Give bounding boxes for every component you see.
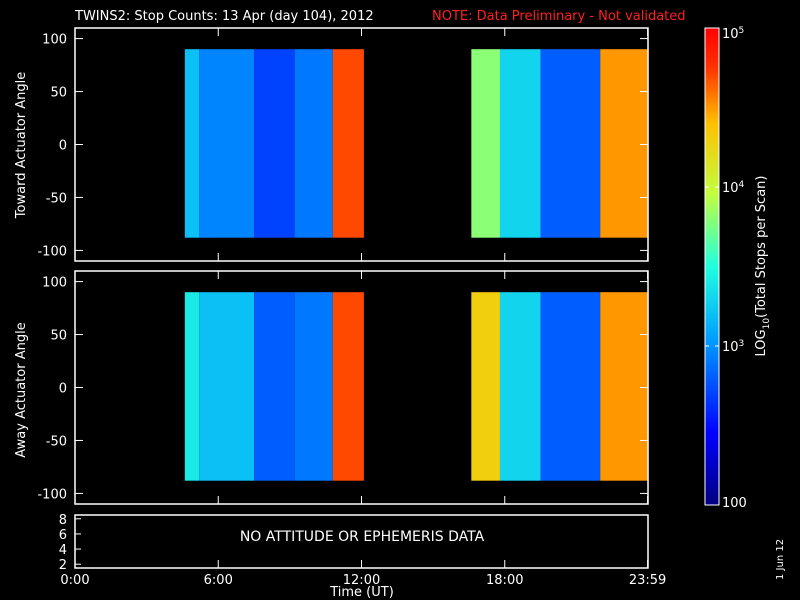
ephemeris-y-tick-label-3: 2 (59, 558, 67, 573)
away-y-tick-label-2: 0 (59, 382, 67, 397)
ephemeris-y-tick-label-1: 6 (59, 528, 67, 543)
colorbar-gradient (705, 28, 719, 505)
away-heatmap-cell-2 (254, 292, 295, 481)
away-x-ticks (74, 271, 649, 504)
ephemeris-y-tick-label-2: 4 (59, 543, 67, 558)
toward-heatmap-cell-0 (184, 49, 200, 238)
x-axis-label: Time (UT) (329, 585, 394, 600)
colorbar-label: LOG10(Total Stops per Scan) (754, 176, 772, 357)
preliminary-note: NOTE: Data Preliminary - Not validated (432, 9, 686, 24)
away-heatmap-cell-3 (294, 292, 333, 481)
toward-heatmap-cell-5 (471, 49, 500, 238)
time-x-ticks: 0:00 6:00 12:00 18:00 23:59 (60, 560, 666, 588)
away-heatmap-cell-0 (184, 292, 200, 481)
toward-y-tick-label-2: 0 (59, 139, 67, 154)
toward-y-tick-label-0: 100 (42, 33, 67, 48)
away-heatmap-cells (184, 292, 648, 481)
toward-heatmap-cell-3 (294, 49, 333, 238)
away-y-tick-label-1: 50 (50, 329, 67, 344)
away-heatmap-cell-1 (199, 292, 255, 481)
away-heatmap-cell-4 (332, 292, 364, 481)
toward-y-ticks: 100 50 0 -50 -100 (37, 33, 648, 259)
colorbar: 100 103 104 105 LOG10(Total Stops per Scan) (704, 26, 772, 511)
toward-y-label: Toward Actuator Angle (14, 72, 29, 219)
toward-y-tick-label-3: -50 (46, 191, 67, 206)
away-heatmap-cell-6 (499, 292, 541, 481)
away-y-ticks: 100 50 0 -50 -100 (37, 276, 648, 502)
no-data-message: NO ATTITUDE OR EPHEMERIS DATA (240, 529, 485, 545)
toward-heatmap-cell-7 (540, 49, 601, 238)
chart-title: TWINS2: Stop Counts: 13 Apr (day 104), 2… (74, 9, 374, 24)
toward-heatmap-cell-8 (600, 49, 648, 238)
toward-y-tick-label-1: 50 (50, 86, 67, 101)
colorbar-frame (704, 27, 720, 506)
ephemeris-y-tick-label-0: 8 (59, 513, 67, 528)
time-x-tick-label-2: 12:00 (343, 573, 380, 588)
toward-heatmap-cell-2 (254, 49, 295, 238)
toward-heatmap-cells (184, 49, 648, 238)
time-x-tick-label-3: 18:00 (486, 573, 523, 588)
date-stamp: 1 Jun 12 (775, 539, 786, 580)
away-heatmap-cell-5 (471, 292, 500, 481)
away-y-label: Away Actuator Angle (14, 322, 29, 457)
away-y-tick-label-0: 100 (42, 276, 67, 291)
toward-y-tick-label-4: -100 (37, 244, 67, 259)
time-x-tick-label-0: 0:00 (60, 573, 89, 588)
away-y-tick-label-4: -100 (37, 487, 67, 502)
toward-x-ticks (74, 28, 649, 261)
toward-heatmap-cell-1 (199, 49, 255, 238)
time-x-tick-label-4: 23:59 (629, 573, 666, 588)
away-heatmap-cell-8 (600, 292, 648, 481)
time-x-tick-label-1: 6:00 (204, 573, 233, 588)
toward-heatmap-cell-4 (332, 49, 364, 238)
away-angle-panel: 100 50 0 -50 -100 Away Actuator Angle (14, 270, 649, 505)
colorbar-tick-label-1: 103 (722, 339, 744, 355)
colorbar-tick-label-3: 105 (722, 26, 744, 42)
away-heatmap-cell-7 (540, 292, 601, 481)
colorbar-tick-label-2: 104 (722, 180, 745, 196)
away-y-tick-label-3: -50 (46, 434, 67, 449)
toward-angle-panel: 100 50 0 -50 -100 Toward Actuator Angle (14, 27, 649, 262)
toward-heatmap-cell-6 (499, 49, 541, 238)
colorbar-tick-label-0: 100 (722, 496, 747, 511)
